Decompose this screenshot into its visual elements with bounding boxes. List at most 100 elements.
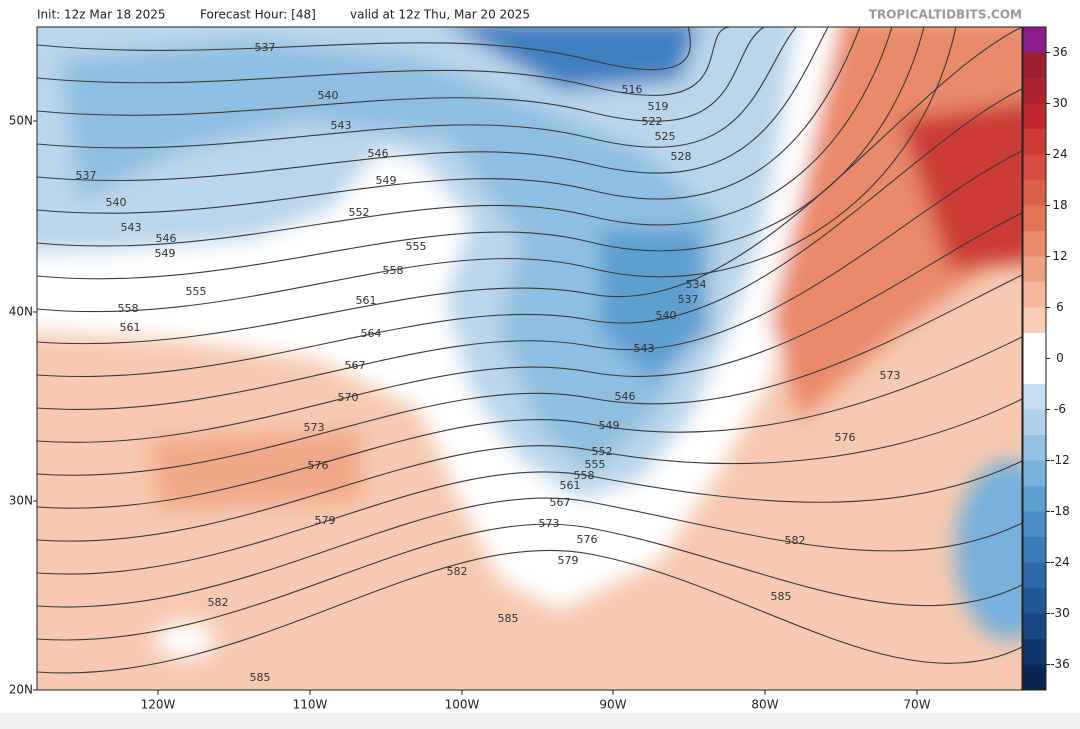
contour-line xyxy=(37,212,1022,443)
contour-line xyxy=(37,27,1022,345)
map: 5375405435465495525555585615645675705735… xyxy=(37,27,1022,690)
lon-label: 70W xyxy=(903,698,930,712)
contour-label: 585 xyxy=(498,612,519,625)
colorbar-segment xyxy=(1023,537,1046,563)
contour-label: 573 xyxy=(304,421,325,434)
contour-label: 537 xyxy=(678,293,699,306)
watermark: TROPICALTIDBITS.COM xyxy=(869,8,1022,22)
contour-line xyxy=(37,336,1022,509)
contour-label: 540 xyxy=(318,89,339,102)
colorbar-tick-label: 12 xyxy=(1052,249,1067,263)
lon-label: 100W xyxy=(445,698,480,712)
contour-label: 582 xyxy=(447,565,468,578)
colorbar-segment xyxy=(1023,282,1046,308)
colorbar-segment xyxy=(1023,231,1046,257)
colorbar-segment xyxy=(1023,78,1046,104)
colorbar-segment xyxy=(1023,256,1046,282)
contour-label: 555 xyxy=(406,240,427,253)
colorbar-segment xyxy=(1023,27,1046,53)
colorbar-segment xyxy=(1023,333,1046,359)
forecast-hour: Forecast Hour: [48] xyxy=(200,8,316,22)
contour-label: 564 xyxy=(361,327,382,340)
contour-label: 549 xyxy=(376,174,397,187)
contour-line xyxy=(37,27,765,122)
contour-label: 543 xyxy=(331,119,352,132)
contour-line xyxy=(37,150,1022,410)
colorbar-tick-label: 36 xyxy=(1052,45,1067,59)
colorbar-tick-label: -36 xyxy=(1050,657,1070,671)
contour-label: 567 xyxy=(345,359,366,372)
contour-label: 558 xyxy=(118,302,139,315)
contour-label: 549 xyxy=(155,247,176,260)
colorbar-segment xyxy=(1023,613,1046,639)
height-contours xyxy=(37,27,1022,674)
contour-label: 561 xyxy=(560,479,581,492)
colorbar-segment xyxy=(1023,205,1046,231)
contour-line xyxy=(37,549,1022,674)
lat-label: 50N xyxy=(9,114,33,128)
contour-label: 537 xyxy=(76,169,97,182)
contour-line xyxy=(37,27,829,182)
contour-labels: 5375405435465495525555585615645675705735… xyxy=(76,41,901,684)
contour-line xyxy=(37,27,893,247)
contour-line xyxy=(37,523,1022,641)
colorbar-segment xyxy=(1023,154,1046,180)
lon-label: 90W xyxy=(599,698,626,712)
contour-label: 585 xyxy=(250,671,271,684)
contour-line xyxy=(37,27,732,96)
contour-line xyxy=(37,460,1022,575)
colorbar-segment xyxy=(1023,460,1046,486)
lon-label: 80W xyxy=(751,698,778,712)
contour-label: 519 xyxy=(648,100,669,113)
contour-label: 540 xyxy=(656,309,677,322)
contour-label: 546 xyxy=(615,390,636,403)
contour-label: 561 xyxy=(356,294,377,307)
colorbar-segment xyxy=(1023,435,1046,461)
colorbar-segment xyxy=(1023,486,1046,512)
colorbar-segment xyxy=(1023,511,1046,537)
colorbar-segment xyxy=(1023,129,1046,155)
contour-line xyxy=(37,398,1022,542)
contour-line xyxy=(37,274,1022,476)
contour-line xyxy=(37,88,1022,378)
contour-label: 582 xyxy=(208,596,229,609)
colorbar-segment xyxy=(1023,664,1046,690)
contour-label: 516 xyxy=(622,83,643,96)
colorbar-segment xyxy=(1023,103,1046,129)
contour-label: 552 xyxy=(349,206,370,219)
map-frame xyxy=(36,26,1023,691)
lat-label: 40N xyxy=(9,305,33,319)
contour-label: 543 xyxy=(634,342,655,355)
axis-labels: 50N 40N 30N 20N 120W 110W 100W 90W 80W 70W xyxy=(9,114,931,712)
contour-label: 537 xyxy=(255,41,276,54)
contour-label: 558 xyxy=(383,264,404,277)
init-label: Init: 12z Mar 18 2025 xyxy=(37,8,166,22)
colorbar-tick-label: -18 xyxy=(1050,504,1070,518)
lat-label: 30N xyxy=(9,494,33,508)
colorbar-tick-label: 6 xyxy=(1056,300,1064,314)
contour-label: 540 xyxy=(106,196,127,209)
colorbar-tick-label: -6 xyxy=(1054,402,1066,416)
contour-label: 546 xyxy=(156,232,177,245)
contour-label: 555 xyxy=(186,285,207,298)
colorbar-tick-label: 30 xyxy=(1052,96,1067,110)
contour-label: 579 xyxy=(558,554,579,567)
contour-label: 573 xyxy=(880,369,901,382)
contour-label: 582 xyxy=(785,534,806,547)
contour-label: 534 xyxy=(686,278,707,291)
lon-label: 120W xyxy=(141,698,176,712)
contour-label: 555 xyxy=(585,458,606,471)
colorbar-segment xyxy=(1023,409,1046,435)
contour-label: 549 xyxy=(599,419,620,432)
bottom-strip xyxy=(0,713,1080,729)
colorbar-segment xyxy=(1023,639,1046,665)
colorbar-segment xyxy=(1023,52,1046,78)
contour-label: 576 xyxy=(577,533,598,546)
contour-label: 570 xyxy=(338,391,359,404)
contour-line xyxy=(37,27,700,71)
colorbar-tick-label: -12 xyxy=(1050,453,1070,467)
colorbar-segment xyxy=(1023,562,1046,588)
contour-label: 528 xyxy=(671,150,692,163)
contour-label: 585 xyxy=(771,590,792,603)
contour-label: 543 xyxy=(121,221,142,234)
